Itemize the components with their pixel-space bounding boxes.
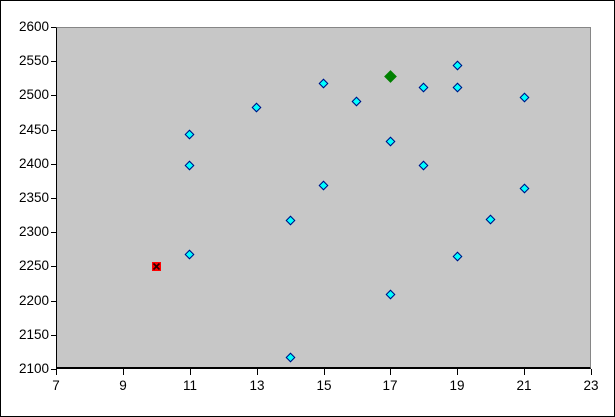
x-axis-tick — [524, 369, 525, 375]
x-axis-tick — [123, 369, 124, 375]
y-axis-tick — [51, 27, 56, 28]
x-axis-tick — [591, 369, 592, 375]
x-axis-tick-label: 19 — [449, 378, 465, 393]
y-axis-tick-label: 2150 — [18, 327, 49, 342]
x-glyph-icon — [152, 262, 160, 270]
x-axis-tick-label: 9 — [119, 378, 127, 393]
y-axis-tick-label: 2400 — [18, 156, 49, 171]
y-axis-tick-label: 2100 — [18, 361, 49, 376]
y-axis-tick — [51, 198, 56, 199]
x-axis-tick-label: 7 — [52, 378, 60, 393]
data-point-red-square-point — [151, 261, 161, 271]
x-axis-tick — [190, 369, 191, 375]
y-axis-tick — [51, 164, 56, 165]
y-axis-tick-label: 2500 — [18, 87, 49, 102]
x-axis-tick-label: 21 — [516, 378, 532, 393]
y-axis-tick — [51, 266, 56, 267]
y-axis-tick-label: 2600 — [18, 19, 49, 34]
y-axis-tick — [51, 95, 56, 96]
x-axis-tick-label: 23 — [583, 378, 599, 393]
y-axis-tick — [51, 335, 56, 336]
x-axis-tick-label: 15 — [316, 378, 332, 393]
y-axis-tick-label: 2200 — [18, 293, 49, 308]
x-axis-tick-label: 11 — [182, 378, 197, 393]
y-axis-tick-label: 2350 — [18, 190, 49, 205]
y-axis-tick — [51, 369, 56, 370]
y-axis-tick-label: 2550 — [18, 53, 49, 68]
y-axis-tick-label: 2250 — [18, 258, 49, 273]
y-axis-tick — [51, 61, 56, 62]
x-axis-tick-label: 17 — [382, 378, 398, 393]
x-axis-tick — [56, 369, 57, 375]
y-axis-tick — [51, 232, 56, 233]
y-axis-tick — [51, 130, 56, 131]
x-axis-tick-label: 13 — [249, 378, 265, 393]
x-axis-tick — [457, 369, 458, 375]
x-axis-tick — [324, 369, 325, 375]
x-axis-tick — [257, 369, 258, 375]
x-axis-tick — [390, 369, 391, 375]
y-axis-tick — [51, 301, 56, 302]
y-axis-tick-label: 2300 — [18, 224, 49, 239]
y-axis-tick-label: 2450 — [18, 122, 49, 137]
